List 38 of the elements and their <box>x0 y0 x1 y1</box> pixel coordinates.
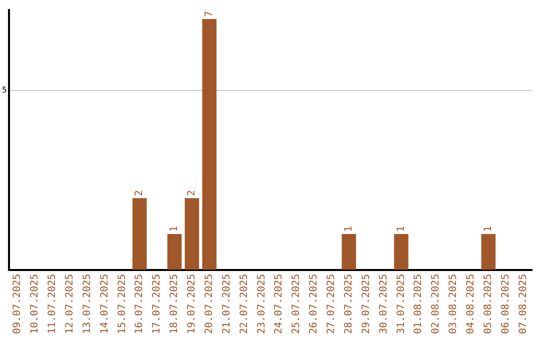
x-tick-label: 15.07.2025 <box>116 274 128 334</box>
x-tick-label: 01.08.2025 <box>413 274 424 334</box>
x-tick-label: 27.07.2025 <box>326 274 338 334</box>
x-tick-label: 26.07.2025 <box>308 274 320 334</box>
x-tick-label: 13.07.2025 <box>82 274 93 334</box>
x-tick-label: 02.08.2025 <box>430 274 442 334</box>
x-tick-label: 06.08.2025 <box>500 274 512 334</box>
x-tick-label: 19.07.2025 <box>186 274 198 334</box>
x-tick-label: 21.07.2025 <box>221 274 232 334</box>
data-label: 1 <box>396 226 407 232</box>
x-tick-label: 05.08.2025 <box>482 274 494 334</box>
x-tick-label: 20.07.2025 <box>204 274 215 334</box>
x-tick-label: 25.07.2025 <box>291 274 302 334</box>
data-label: 1 <box>343 226 354 232</box>
x-tick-label: 11.07.2025 <box>47 274 58 334</box>
x-tick-label: 03.08.2025 <box>448 274 460 334</box>
x-tick-label: 22.07.2025 <box>238 274 250 334</box>
x-tick-label: 09.07.2025 <box>12 274 24 334</box>
data-label: 7 <box>204 10 215 17</box>
x-tick-label: 18.07.2025 <box>169 274 180 334</box>
x-tick-label: 04.08.2025 <box>466 274 477 334</box>
data-label: 2 <box>134 190 146 196</box>
x-tick-label: 14.07.2025 <box>99 274 110 334</box>
x-tick-label: 17.07.2025 <box>152 274 163 334</box>
x-tick-label: 12.07.2025 <box>64 274 76 334</box>
x-tick-label: 29.07.2025 <box>360 274 372 334</box>
x-tick-label: 10.07.2025 <box>30 274 41 334</box>
x-tick-label: 07.08.2025 <box>518 274 529 334</box>
x-tick-label: 23.07.2025 <box>256 274 268 334</box>
data-label: 1 <box>482 226 494 232</box>
data-label: 2 <box>186 190 198 196</box>
x-tick-label: 30.07.2025 <box>378 274 390 334</box>
x-tick-label: 31.07.2025 <box>396 274 407 334</box>
x-tick-label: 16.07.2025 <box>134 274 146 334</box>
y-tick-label: 5 <box>2 86 7 95</box>
data-label: 1 <box>169 226 180 232</box>
x-tick-label: 28.07.2025 <box>343 274 354 334</box>
x-tick-label: 24.07.2025 <box>274 274 285 334</box>
